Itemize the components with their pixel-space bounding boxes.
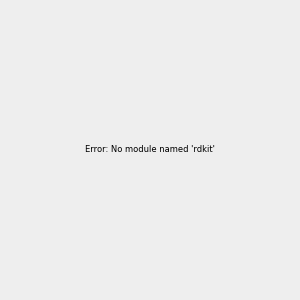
Text: Error: No module named 'rdkit': Error: No module named 'rdkit' bbox=[85, 146, 215, 154]
